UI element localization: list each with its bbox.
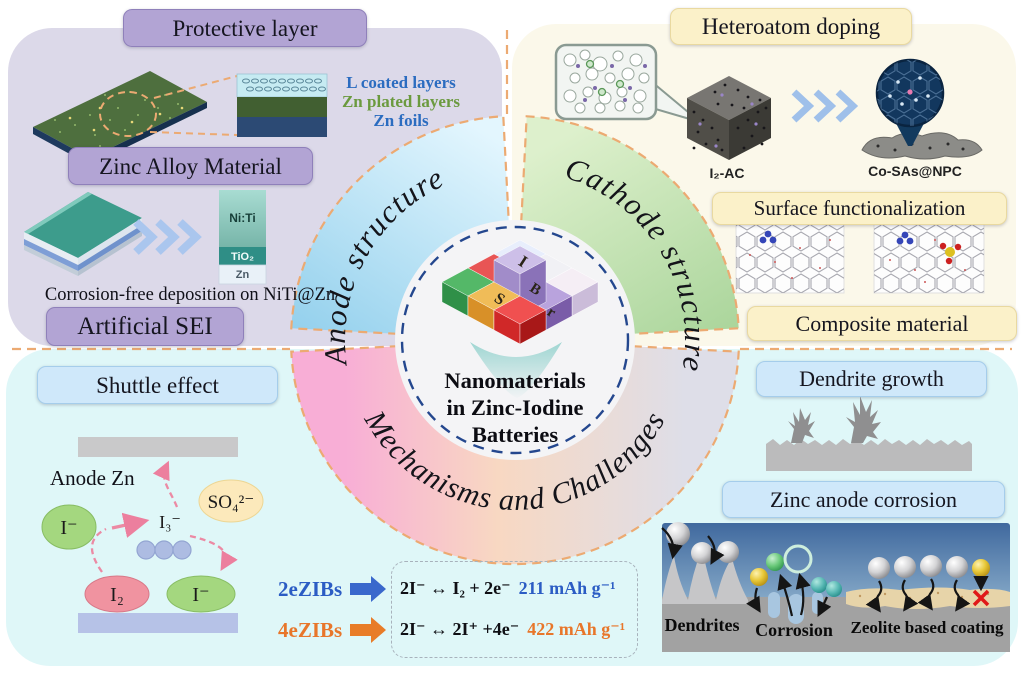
iodide-right-label: I⁻ (192, 584, 209, 606)
coated-layers-stack-illustration (236, 73, 328, 137)
heteroatom-doping-heading: Heteroatom doping (670, 8, 912, 45)
heteroatom-doping-heading-text: Heteroatom doping (701, 14, 881, 39)
cosas-label: Co-SAs@NPC (868, 163, 962, 179)
graphene-lattice-illustration-1 (735, 221, 845, 294)
protective-layer-heading-text: Protective layer (172, 15, 318, 41)
porous-zoom-bubble-illustration (554, 43, 701, 123)
niti-label: Ni:Ti (229, 211, 255, 225)
protective-layer-heading: Protective layer (123, 9, 367, 47)
anode-zn-label: Anode Zn (50, 466, 135, 490)
dendrite-growth-heading: Dendrite growth (756, 361, 987, 397)
zinc-anode-corrosion-heading: Zinc anode corrosion (722, 481, 1005, 518)
graphene-lattice-illustration-2 (873, 221, 985, 294)
equation-row-4e: 2I⁻ ↔ 2I⁺ +4e⁻ 422 mAh g⁻¹ (400, 619, 625, 640)
iodide-left-label: I⁻ (60, 517, 77, 539)
center-dashed-circle (400, 225, 630, 455)
zinc-anode-corrosion-heading-text: Zinc anode corrosion (770, 486, 957, 512)
shuttle-arrows (90, 460, 238, 573)
iodine-ellipse (84, 575, 150, 613)
iodide-left-ellipse (41, 504, 97, 550)
sulfate-label: SO₄²⁻ (208, 492, 255, 513)
coated-layer-labels: L coated layers Zn plated layers Zn foil… (328, 73, 474, 130)
artificial-sei-heading-text: Artificial SEI (77, 313, 213, 340)
iodine-label: I₂ (110, 584, 124, 606)
niti-stack-illustration: Ni:Ti TiO₂ Zn (218, 190, 267, 285)
zn-foils-label: Zn foils (373, 111, 429, 130)
zinc-alloy-heading-text: Zinc Alloy Material (99, 153, 282, 179)
center-ring: Anode structure Cathode structure Mechan… (290, 115, 740, 566)
zn-label: Zn (236, 269, 250, 281)
dendrites-label: Dendrites (665, 615, 740, 635)
tio2-label: TiO₂ (231, 251, 254, 263)
i2ac-label: I₂-AC (710, 165, 745, 181)
element-cubes-illustration (441, 239, 599, 345)
deposition-arrows (661, 527, 989, 617)
equation-row-2e: 2I⁻ ↔ I₂ + 2e⁻ 211 mAh g⁻¹ (400, 578, 616, 599)
anode-challenges-scene: Dendrites Corrosion Zeolite based coatin… (661, 522, 1010, 652)
corrosion-label: Corrosion (755, 620, 833, 640)
composite-material-heading: Composite material (747, 306, 1017, 341)
triiodide-label: I₃⁻ (159, 512, 181, 532)
block-arrow-icon-blue (350, 576, 386, 602)
niti-caption: Corrosion-free deposition on NiTi@Zn (44, 285, 336, 305)
dendrite-surface-illustration (766, 396, 972, 471)
equation-2e-capacity: 211 mAh g⁻¹ (518, 578, 616, 598)
shuttle-effect-heading-text: Shuttle effect (96, 372, 219, 398)
cathode-bar (78, 613, 238, 633)
surface-functionalization-heading-text: Surface functionalization (753, 196, 966, 220)
zinc-alloy-heading: Zinc Alloy Material (68, 147, 313, 185)
sulfate-ellipse (198, 479, 264, 523)
composite-material-heading-text: Composite material (795, 310, 969, 336)
shuttle-effect-illustration: I⁻ SO₄²⁻ I₃⁻ I₂ I⁻ (41, 437, 264, 633)
cosas-npc-illustration (861, 58, 983, 160)
zinc-alloy-slab-illustration (24, 192, 142, 276)
chevron-right-icons-anode (133, 219, 202, 255)
chevron-right-icons-cathode (791, 89, 859, 123)
anode-arc (291, 116, 509, 334)
equation-4e-formula: 2I⁻ ↔ 2I⁺ +4e⁻ (400, 619, 520, 639)
ring-dashed-outline (290, 115, 740, 566)
iodide-right-ellipse (166, 575, 236, 613)
dendrite-growth-heading-text: Dendrite growth (799, 366, 944, 391)
artificial-sei-heading: Artificial SEI (46, 307, 244, 346)
activated-carbon-cube-illustration (687, 76, 771, 160)
shuttle-effect-heading: Shuttle effect (37, 366, 278, 404)
blocked-cross-icon (972, 589, 990, 607)
zeolite-label: Zeolite based coating (851, 618, 1004, 637)
center-title-line1: Nanomaterials (444, 368, 585, 393)
l-coated-layers-label: L coated layers (346, 73, 456, 92)
equation-4e-capacity: 422 mAh g⁻¹ (527, 619, 626, 639)
center-title: Nanomaterials in Zinc-Iodine Batteries (444, 368, 585, 447)
equations-box (391, 561, 638, 658)
equation-2e-formula: 2I⁻ ↔ I₂ + 2e⁻ (400, 578, 511, 598)
cathode-arc (521, 116, 739, 334)
zibs-2e-label: 2eZIBs (278, 577, 343, 601)
block-arrow-icon-orange (350, 617, 386, 643)
center-title-line3: Batteries (472, 422, 558, 447)
center-title-line2: in Zinc-Iodine (447, 395, 584, 420)
dashed-divider-lines (12, 30, 1012, 351)
mechanisms-arc (291, 346, 739, 565)
zn-plated-layers-label: Zn plated layers (341, 92, 461, 111)
zibs-4e-label: 4eZIBs (278, 618, 343, 642)
cube-reflection (470, 342, 562, 398)
triiodide-molecule (136, 540, 192, 560)
surface-functionalization-heading: Surface functionalization (712, 192, 1007, 225)
anode-bar (78, 437, 238, 457)
